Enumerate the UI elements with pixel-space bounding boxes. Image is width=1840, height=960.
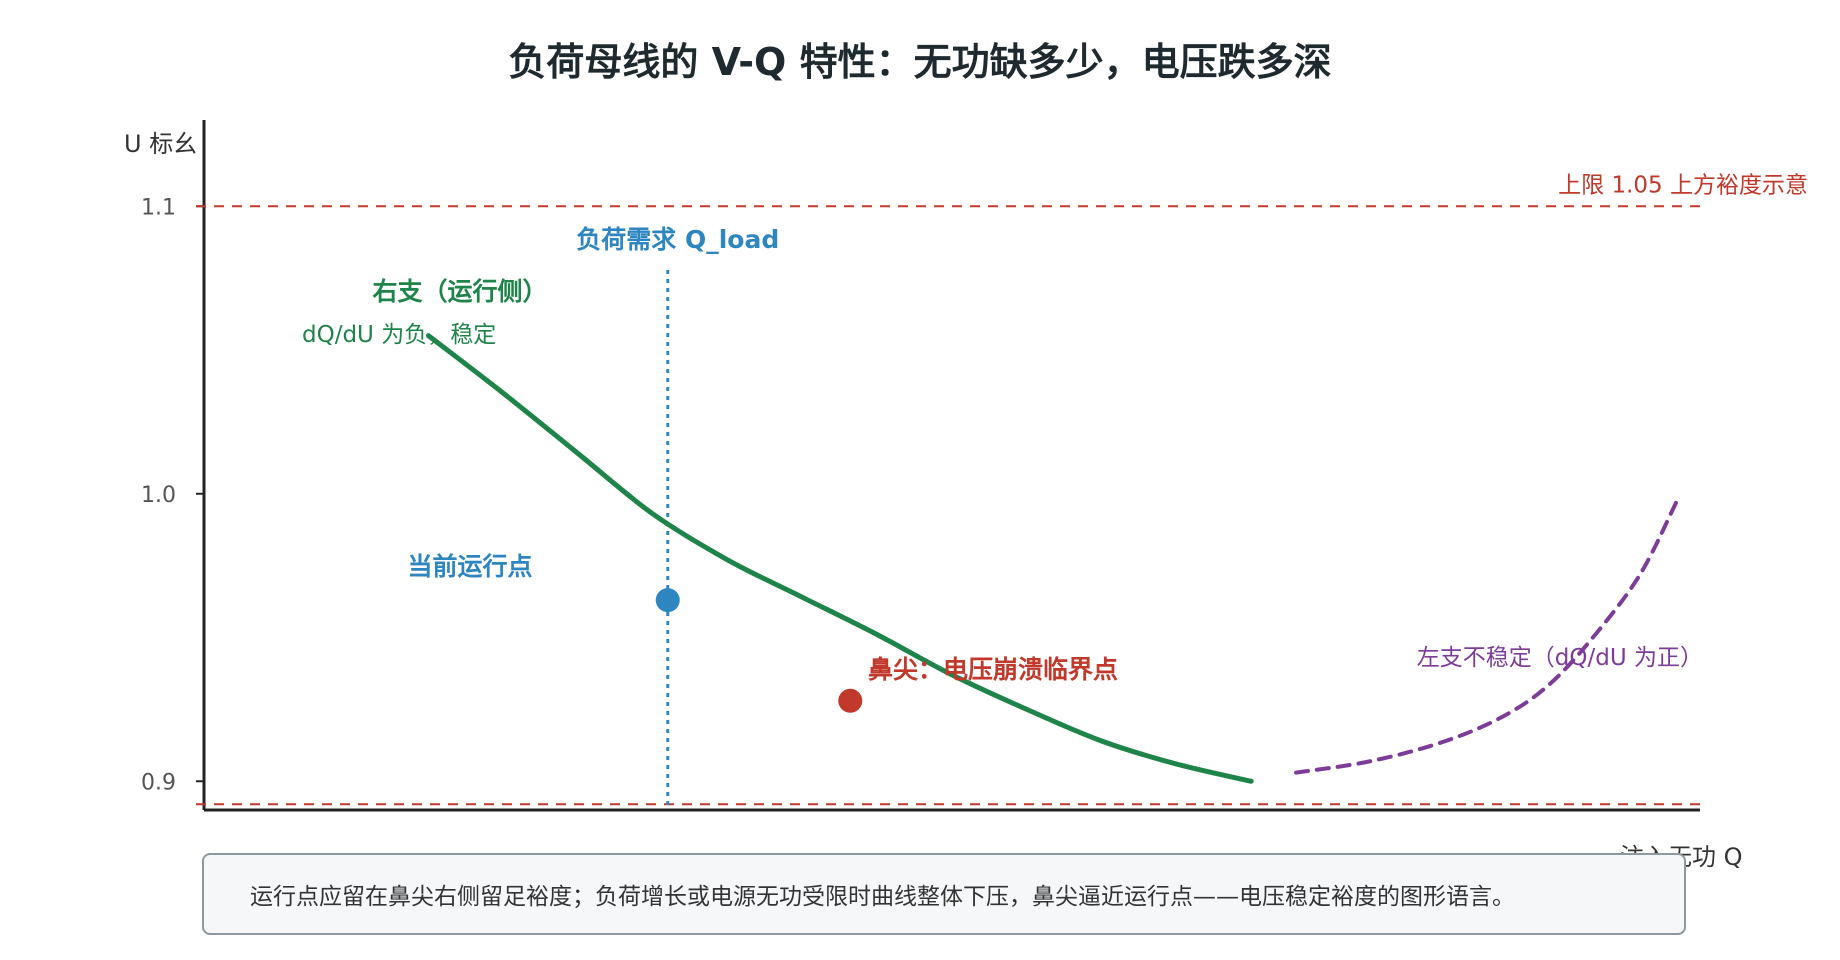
y-tick-label: 1.1: [141, 195, 176, 220]
upper-limit-label: 上限 1.05 上方裕度示意: [1558, 172, 1808, 198]
unstable-branch-label: 左支不稳定（dQ/dU 为正）: [1417, 645, 1703, 671]
y-tick-label: 1.0: [141, 483, 176, 508]
nose-point-marker: [838, 688, 863, 713]
stable-branch-title: 右支（运行侧）: [372, 277, 547, 306]
y-ticks: 1.1 1.0 0.9: [141, 195, 204, 795]
stable-branch-curve: [425, 333, 1254, 784]
nose-point-label: 鼻尖：电压崩溃临界点: [868, 655, 1118, 684]
operating-point-marker: [655, 588, 680, 613]
operating-point-label: 当前运行点: [407, 552, 532, 581]
series-layer: [425, 333, 1680, 784]
explanation-text: 运行点应留在鼻尖右侧留足裕度；负荷增长或电源无功受限时曲线整体下压，鼻尖逼近运行…: [250, 884, 1515, 910]
chart-title: 负荷母线的 V-Q 特性：无功缺多少，电压跌多深: [508, 40, 1331, 84]
points-layer: [655, 588, 863, 713]
unstable-branch-curve: [1294, 497, 1680, 775]
y-axis-label: U 标幺: [124, 130, 197, 158]
explanation-note: 运行点应留在鼻尖右侧留足裕度；负荷增长或电源无功受限时曲线整体下压，鼻尖逼近运行…: [202, 853, 1686, 935]
stable-branch-note: dQ/dU 为负，稳定: [302, 322, 496, 348]
y-tick-label: 0.9: [141, 770, 176, 795]
q-load-label: 负荷需求 Q_load: [576, 225, 779, 254]
